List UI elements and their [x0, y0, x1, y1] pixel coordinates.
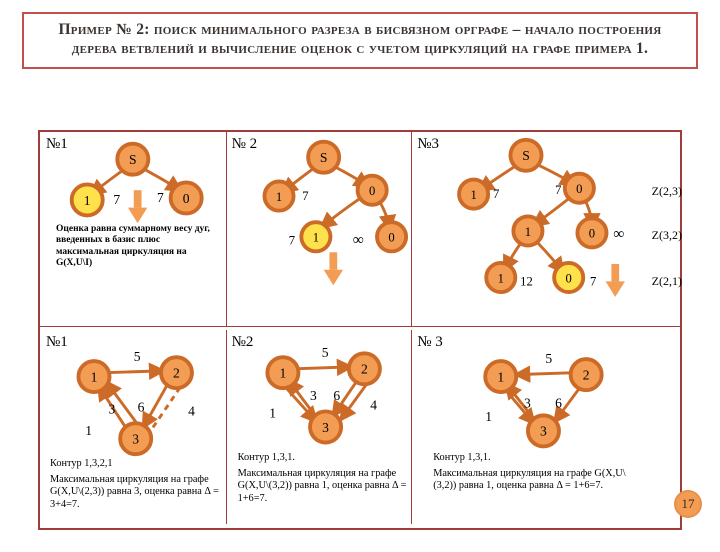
b2-note: Максимальная циркуляция на графе G(X,U\(…: [238, 468, 413, 505]
down-arrow-icon: [323, 252, 342, 285]
svg-text:2: 2: [583, 367, 590, 382]
edge-23: [143, 382, 168, 427]
cell-b1: №1 1 2 3 5 3 6 4 1 Контур 1,3,2,1: [40, 330, 227, 524]
b3-contour: Контур 1,3,1.: [433, 452, 490, 464]
svg-text:1: 1: [485, 409, 492, 424]
svg-text:1: 1: [471, 188, 477, 202]
cell-b3: № 3 1 2 3 5 3 6 1 Контур 1,3,1. Максимал…: [411, 330, 680, 524]
svg-text:1: 1: [498, 271, 504, 285]
svg-text:1: 1: [275, 190, 281, 204]
svg-text:6: 6: [333, 388, 340, 403]
row-trees: №1 S 1 0 7 7: [40, 132, 680, 327]
svg-text:4: 4: [370, 398, 377, 413]
svg-text:0: 0: [388, 231, 394, 245]
slide-number: 17: [682, 496, 695, 512]
cell-a1: №1 S 1 0 7 7: [40, 132, 227, 326]
svg-text:3: 3: [310, 388, 317, 403]
svg-text:0: 0: [566, 271, 572, 285]
svg-text:3: 3: [540, 424, 547, 439]
svg-text:2: 2: [361, 362, 368, 377]
svg-text:6: 6: [138, 399, 145, 414]
svg-text:1: 1: [525, 225, 531, 239]
content-grid: №1 S 1 0 7 7: [38, 130, 682, 530]
b2-contour: Контур 1,3,1.: [238, 452, 295, 464]
svg-text:3: 3: [322, 420, 329, 435]
cell-a2: № 2 S 1 0 1 0 7 7 ∞: [226, 132, 413, 326]
svg-text:7: 7: [493, 187, 499, 201]
b1-note: Максимальная циркуляция на графе G(X,U\(…: [50, 474, 225, 511]
z-32: Z(3,2): [652, 228, 682, 243]
node-1: 1: [84, 193, 91, 208]
cell-a3: №3 S 1 0 1 0 1 0: [411, 132, 680, 326]
w7l: 7: [113, 192, 120, 207]
slide-number-badge: 17: [674, 490, 702, 518]
z-23: Z(2,3): [652, 184, 682, 199]
svg-text:3: 3: [132, 432, 139, 447]
b3-note: Максимальная циркуляция на графе G(X,U\(…: [433, 468, 633, 493]
b1-contour: Контур 1,3,2,1: [50, 458, 113, 470]
a1-note: Оценка равна суммарному весу дуг, введен…: [56, 224, 216, 270]
down-arrow-icon: [128, 190, 147, 223]
z-21: Z(2,1): [652, 274, 682, 289]
graph-3: 1 2 3 5 3 6 1: [411, 330, 680, 524]
svg-text:5: 5: [546, 351, 553, 366]
tree-2: S 1 0 1 0 7 7 ∞: [226, 132, 412, 326]
svg-text:1: 1: [498, 369, 505, 384]
edge-12: [107, 371, 163, 373]
w7r: 7: [157, 190, 164, 205]
svg-text:12: 12: [520, 274, 533, 288]
svg-text:0: 0: [576, 182, 582, 196]
svg-text:S: S: [522, 148, 530, 163]
svg-text:∞: ∞: [352, 232, 363, 249]
svg-text:0: 0: [369, 184, 375, 198]
row-graphs: №1 1 2 3 5 3 6 4 1 Контур 1,3,2,1: [40, 330, 680, 524]
svg-text:3: 3: [109, 401, 116, 416]
cell-b2: №2 1 2 3 5 3 6 4 1 Контур 1,3,1. Макси: [226, 330, 413, 524]
slide-title: Пример № 2: поиск минимального разреза в…: [22, 12, 698, 69]
svg-text:4: 4: [188, 403, 195, 418]
svg-text:7: 7: [590, 274, 596, 288]
node-0: 0: [183, 191, 190, 206]
svg-text:1: 1: [85, 423, 92, 438]
svg-text:6: 6: [555, 396, 562, 411]
svg-text:∞: ∞: [613, 226, 624, 243]
svg-text:1: 1: [269, 405, 276, 420]
svg-text:5: 5: [134, 349, 141, 364]
tree-3: S 1 0 1 0 1 0 7 7 ∞ 12 7: [411, 132, 680, 326]
svg-text:S: S: [319, 150, 327, 165]
node-s: S: [129, 152, 137, 167]
svg-text:1: 1: [91, 369, 98, 384]
down-arrow-icon: [606, 264, 625, 297]
svg-text:1: 1: [279, 366, 286, 381]
svg-text:7: 7: [302, 189, 308, 203]
svg-text:1: 1: [312, 231, 318, 245]
svg-text:2: 2: [173, 366, 180, 381]
svg-text:3: 3: [524, 396, 531, 411]
svg-text:7: 7: [555, 183, 561, 197]
svg-text:7: 7: [288, 234, 294, 248]
svg-text:0: 0: [589, 227, 595, 241]
svg-text:5: 5: [321, 345, 328, 360]
title-text: Пример № 2: поиск минимального разреза в…: [58, 21, 661, 57]
